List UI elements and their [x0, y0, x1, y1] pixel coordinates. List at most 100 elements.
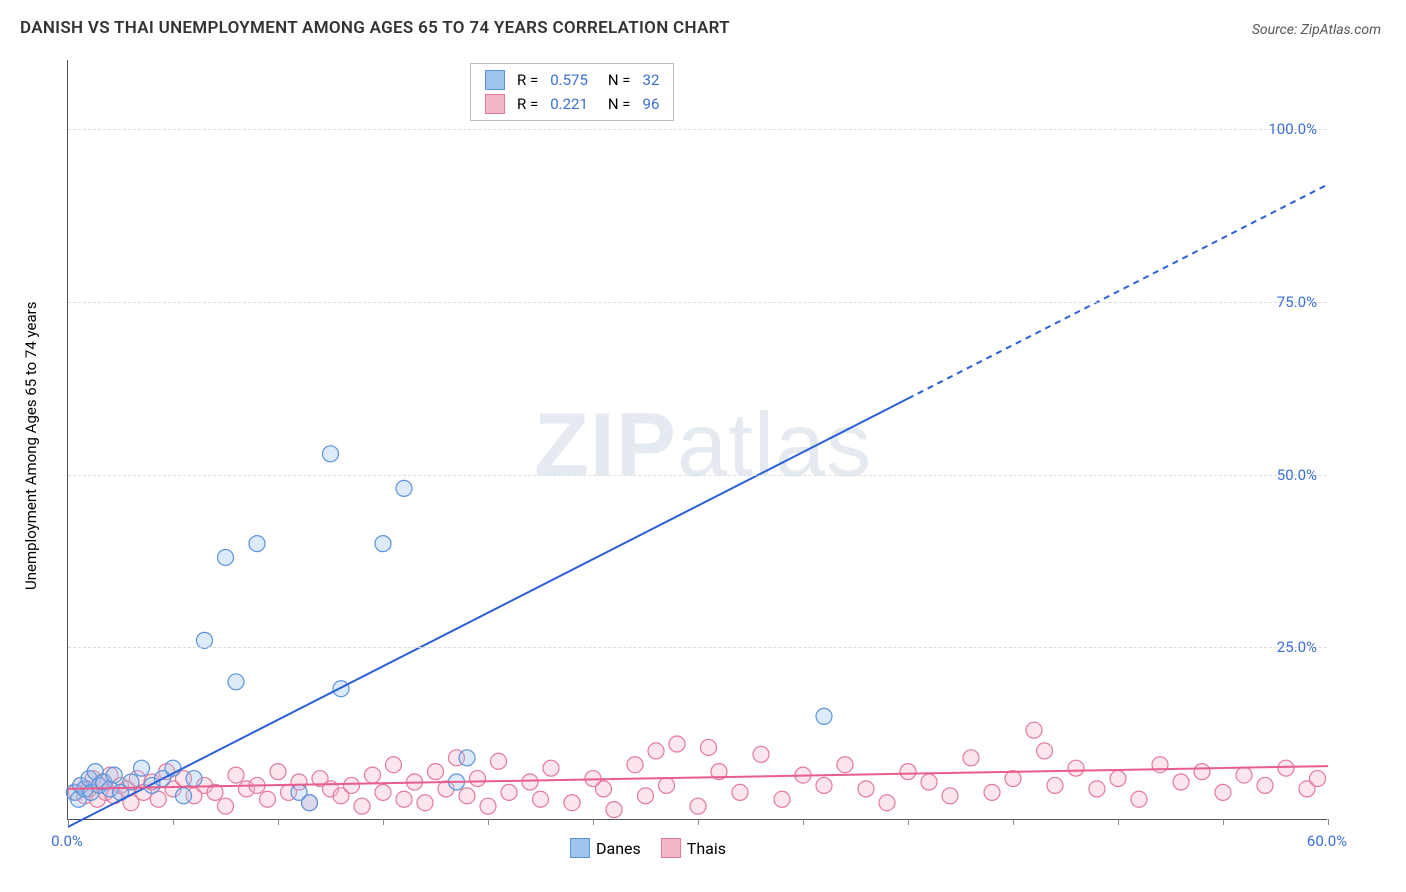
data-point-thais — [365, 767, 381, 783]
trendline-danes-extrapolated — [908, 184, 1328, 398]
data-point-thais — [375, 784, 391, 800]
legend-r-label: R = — [511, 92, 544, 116]
data-point-thais — [648, 743, 664, 759]
data-point-thais — [1037, 743, 1053, 759]
data-point-thais — [1068, 760, 1084, 776]
data-point-danes — [134, 760, 150, 776]
legend-n-value: 32 — [637, 68, 666, 92]
legend-stats: R =0.575N =32R =0.221N =96 — [470, 63, 674, 121]
legend-n-value: 96 — [637, 92, 666, 116]
x-tick-label: 0.0% — [51, 832, 83, 850]
y-tick-label: 75.0% — [1277, 293, 1317, 311]
legend-series-label: Danes — [596, 839, 641, 858]
x-tick — [278, 819, 279, 825]
legend-r-value: 0.221 — [544, 92, 594, 116]
data-point-thais — [963, 750, 979, 766]
data-point-danes — [302, 795, 318, 811]
data-point-thais — [669, 736, 685, 752]
x-tick — [1223, 819, 1224, 825]
legend-stats-table: R =0.575N =32R =0.221N =96 — [479, 68, 665, 116]
gridline — [68, 647, 1327, 648]
data-point-thais — [417, 795, 433, 811]
legend-series-swatch — [661, 838, 681, 858]
data-point-thais — [491, 753, 507, 769]
legend-n-label: N = — [594, 92, 637, 116]
data-point-thais — [218, 798, 234, 814]
data-point-danes — [249, 536, 265, 552]
x-tick — [173, 819, 174, 825]
data-point-thais — [1152, 757, 1168, 773]
data-point-thais — [1236, 767, 1252, 783]
data-point-thais — [1026, 722, 1042, 738]
data-point-danes — [218, 549, 234, 565]
y-axis-label: Unemployment Among Ages 65 to 74 years — [22, 302, 40, 590]
x-tick — [383, 819, 384, 825]
gridline — [68, 129, 1327, 130]
y-tick-label: 50.0% — [1277, 466, 1317, 484]
data-point-danes — [106, 767, 122, 783]
plot-area: 25.0%50.0%75.0%100.0% — [67, 60, 1327, 820]
data-point-danes — [186, 771, 202, 787]
data-point-thais — [386, 757, 402, 773]
data-point-thais — [260, 791, 276, 807]
data-point-thais — [606, 802, 622, 818]
data-point-thais — [701, 739, 717, 755]
data-point-thais — [638, 788, 654, 804]
data-point-thais — [1005, 771, 1021, 787]
x-tick-label: 60.0% — [1307, 832, 1347, 850]
data-point-thais — [354, 798, 370, 814]
x-tick — [1118, 819, 1119, 825]
data-point-thais — [690, 798, 706, 814]
data-point-thais — [1110, 771, 1126, 787]
data-point-thais — [1089, 781, 1105, 797]
data-point-thais — [501, 784, 517, 800]
chart-svg — [68, 60, 1328, 820]
data-point-danes — [396, 480, 412, 496]
data-point-danes — [176, 788, 192, 804]
data-point-thais — [228, 767, 244, 783]
data-point-thais — [1310, 771, 1326, 787]
data-point-thais — [344, 777, 360, 793]
data-point-danes — [197, 632, 213, 648]
data-point-thais — [270, 764, 286, 780]
data-point-thais — [522, 774, 538, 790]
data-point-thais — [1047, 777, 1063, 793]
data-point-thais — [753, 746, 769, 762]
data-point-thais — [396, 791, 412, 807]
data-point-danes — [228, 674, 244, 690]
legend-r-label: R = — [511, 68, 544, 92]
x-tick — [68, 819, 69, 825]
data-point-thais — [984, 784, 1000, 800]
trendline-danes — [68, 399, 908, 827]
data-point-thais — [659, 777, 675, 793]
data-point-thais — [459, 788, 475, 804]
data-point-thais — [1215, 784, 1231, 800]
data-point-thais — [470, 771, 486, 787]
data-point-thais — [596, 781, 612, 797]
data-point-thais — [1278, 760, 1294, 776]
data-point-thais — [732, 784, 748, 800]
x-tick — [1328, 819, 1329, 825]
legend-series-swatch — [570, 838, 590, 858]
x-tick — [698, 819, 699, 825]
legend-stats-row: R =0.575N =32 — [479, 68, 665, 92]
data-point-danes — [459, 750, 475, 766]
data-point-thais — [816, 777, 832, 793]
data-point-thais — [1173, 774, 1189, 790]
data-point-thais — [1131, 791, 1147, 807]
y-tick-label: 25.0% — [1277, 638, 1317, 656]
data-point-thais — [564, 795, 580, 811]
data-point-thais — [900, 764, 916, 780]
legend-swatch — [485, 94, 505, 114]
data-point-thais — [1257, 777, 1273, 793]
data-point-thais — [921, 774, 937, 790]
data-point-thais — [428, 764, 444, 780]
data-point-thais — [837, 757, 853, 773]
data-point-danes — [816, 708, 832, 724]
legend-n-label: N = — [594, 68, 637, 92]
gridline — [68, 302, 1327, 303]
data-point-thais — [627, 757, 643, 773]
legend-r-value: 0.575 — [544, 68, 594, 92]
x-tick — [1013, 819, 1014, 825]
data-point-thais — [543, 760, 559, 776]
